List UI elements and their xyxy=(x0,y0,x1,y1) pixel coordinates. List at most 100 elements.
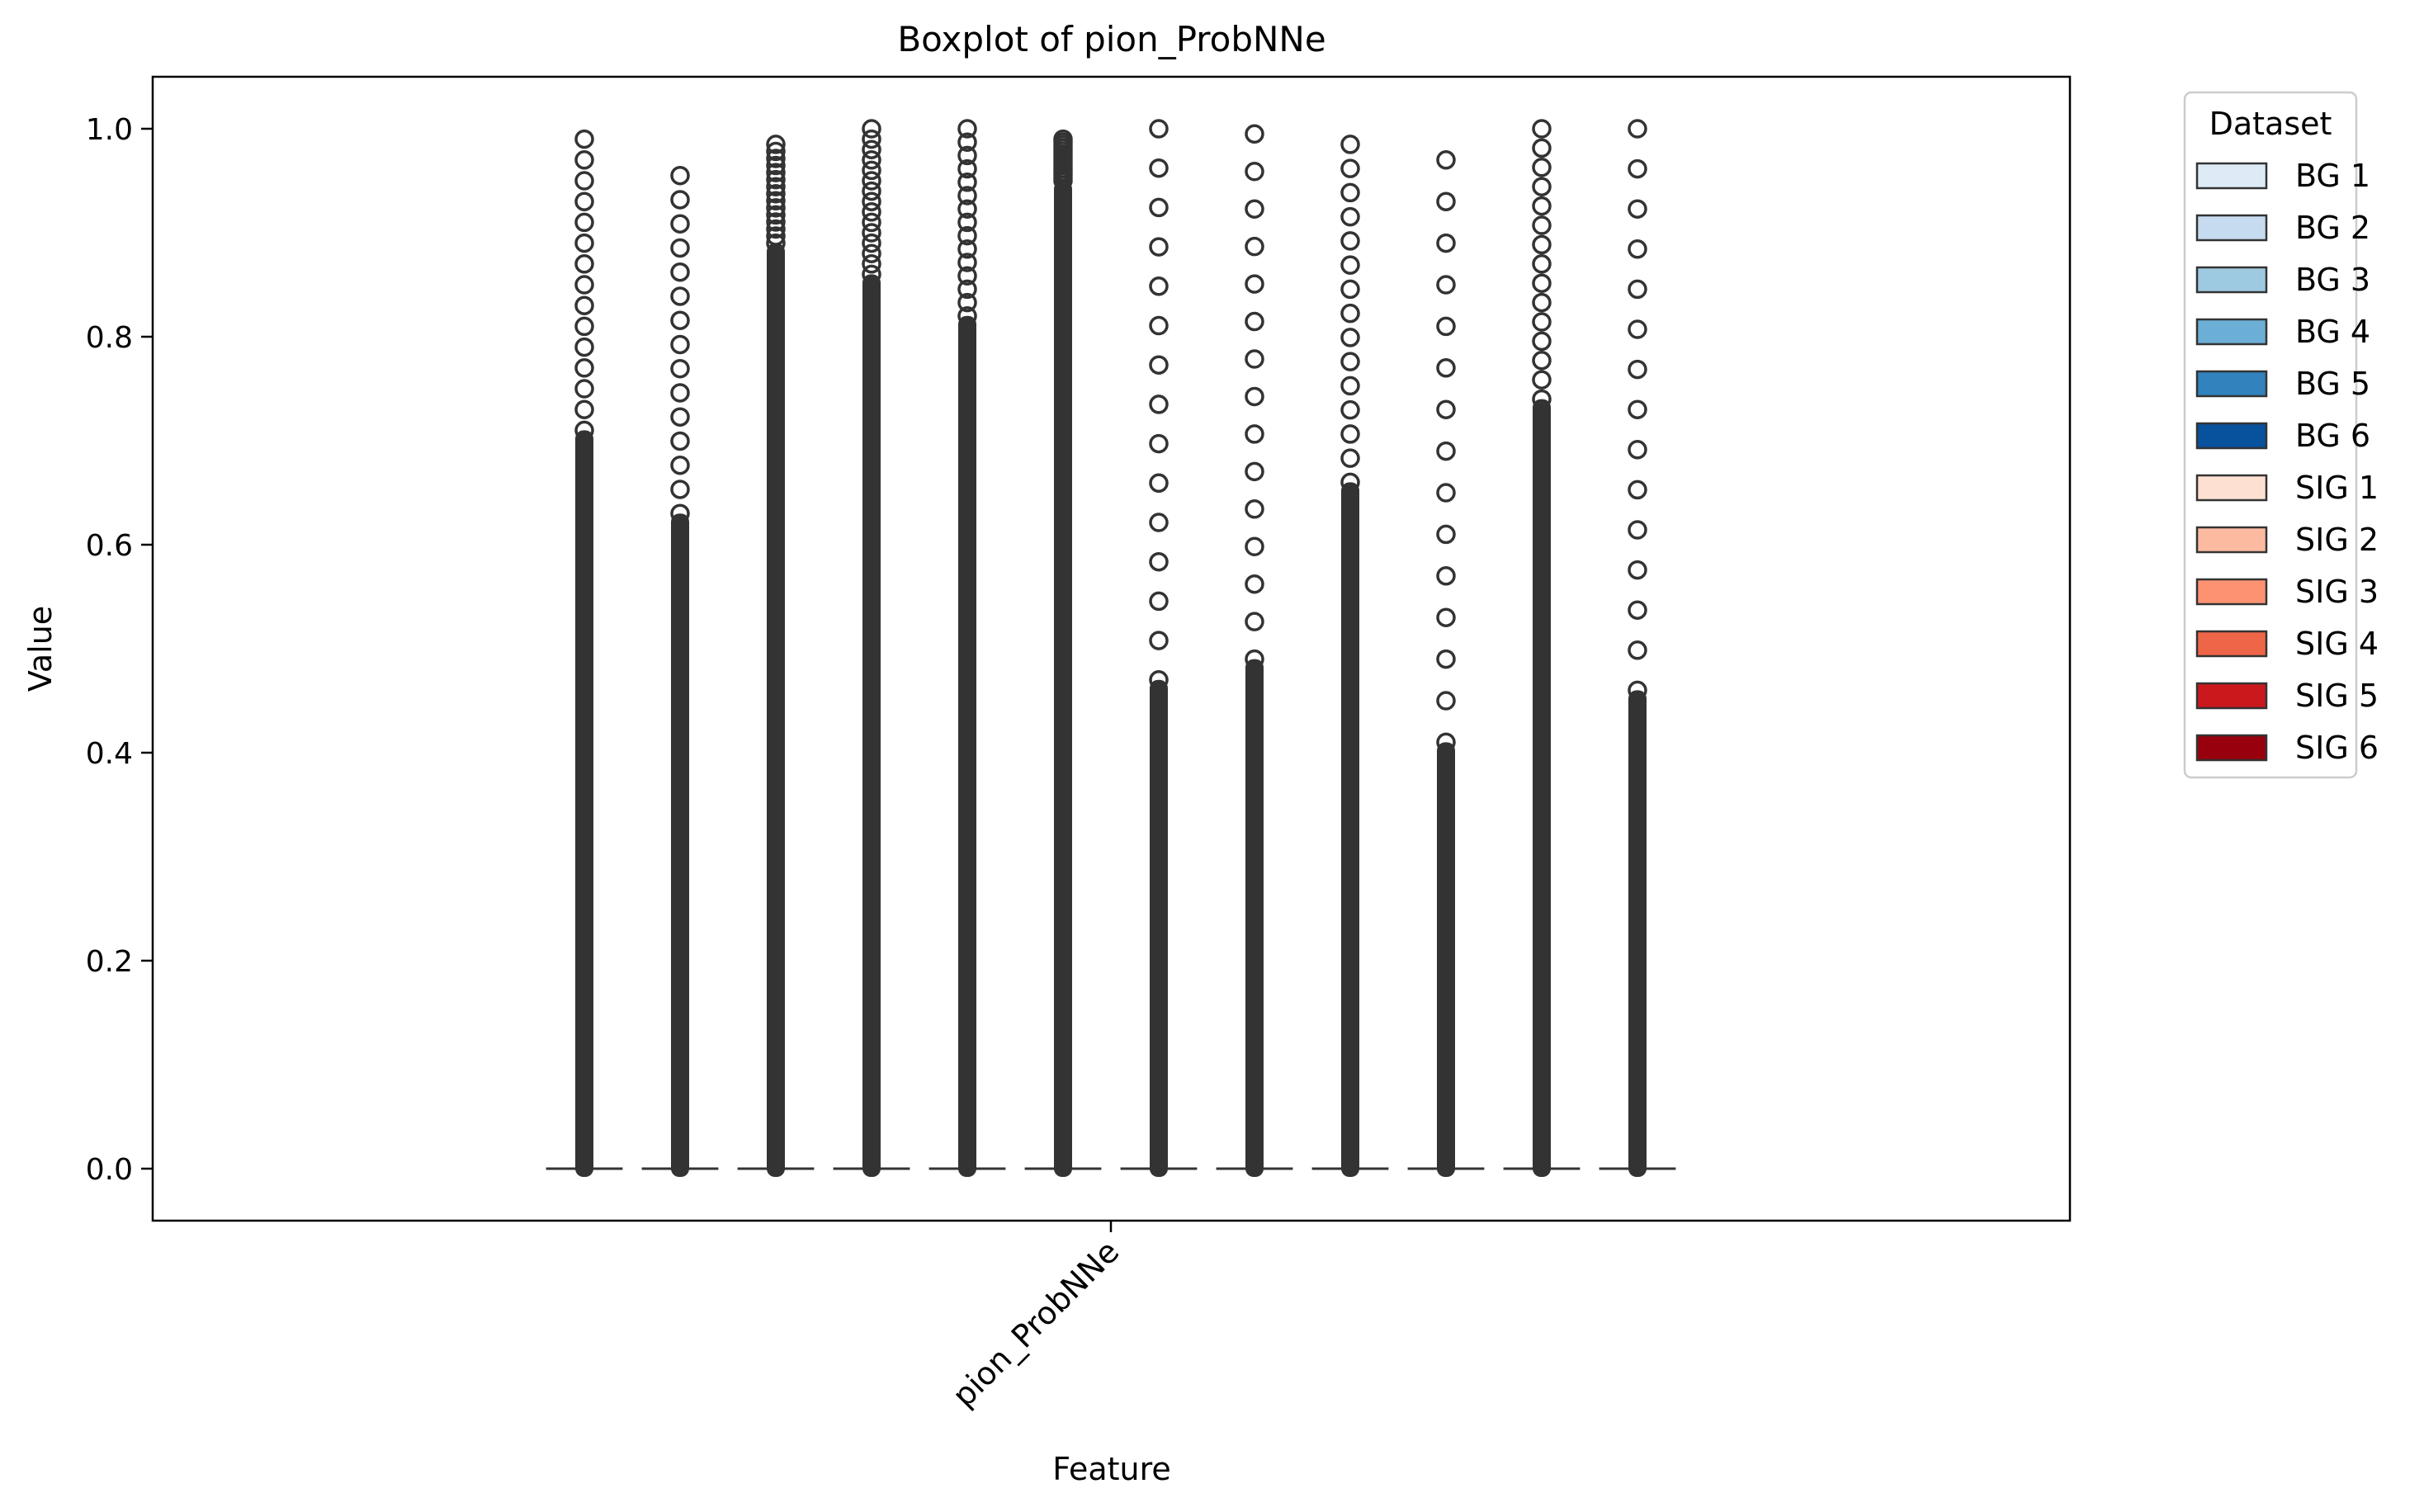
outlier-point xyxy=(1149,395,1169,414)
outlier-point xyxy=(957,186,977,206)
legend-swatch xyxy=(2195,682,2268,710)
outlier-point xyxy=(766,191,786,211)
outlier-point xyxy=(862,191,881,211)
legend-swatch xyxy=(2195,474,2268,502)
outlier-point xyxy=(1340,328,1360,347)
outlier-point xyxy=(862,181,881,201)
outlier-point xyxy=(670,262,690,282)
outlier-point xyxy=(670,480,690,499)
outlier-point xyxy=(1053,129,1073,149)
outlier-point xyxy=(1532,138,1552,158)
outlier-point xyxy=(1340,279,1360,300)
outlier-dense-column xyxy=(958,315,976,1177)
box-bg-3 xyxy=(737,135,815,1178)
outlier-point xyxy=(1628,640,1647,660)
outlier-point xyxy=(1532,312,1552,332)
outlier-point xyxy=(766,184,786,204)
outlier-point xyxy=(1340,472,1360,493)
outlier-point xyxy=(1628,119,1647,139)
outlier-point xyxy=(1532,389,1552,409)
outlier-point xyxy=(766,212,786,232)
outlier-point xyxy=(1149,119,1169,139)
outlier-point xyxy=(574,191,594,211)
outlier-point xyxy=(1340,424,1360,444)
outlier-point xyxy=(957,279,977,300)
legend-label: SIG 5 xyxy=(2295,678,2379,714)
outlier-dense-column xyxy=(1341,482,1359,1177)
outlier-point xyxy=(1532,215,1552,235)
outlier-point xyxy=(670,358,690,379)
outlier-point xyxy=(574,358,594,378)
outlier-point xyxy=(1628,600,1647,620)
legend-swatch xyxy=(2195,318,2268,346)
legend-item-sig-3: SIG 3 xyxy=(2195,574,2379,610)
outlier-point xyxy=(1436,691,1456,711)
outlier-point xyxy=(670,165,690,186)
outlier-point xyxy=(957,266,977,286)
legend-item-bg-1: BG 1 xyxy=(2195,158,2370,194)
outlier-point xyxy=(766,177,786,196)
outlier-point xyxy=(1340,206,1360,227)
outlier-point xyxy=(1340,352,1360,371)
outlier-dense-column xyxy=(671,513,689,1177)
outlier-point xyxy=(1149,670,1169,690)
box-bg-5 xyxy=(928,119,1006,1177)
legend-label: SIG 6 xyxy=(2295,730,2379,766)
outlier-point xyxy=(766,169,786,190)
outlier-point xyxy=(1149,551,1169,572)
outlier-point xyxy=(1532,254,1552,274)
outlier-point xyxy=(574,129,594,149)
outlier-point xyxy=(1628,440,1647,460)
outlier-point xyxy=(670,407,690,427)
outlier-point xyxy=(1628,680,1647,701)
outlier-point xyxy=(1340,255,1360,275)
outlier-point xyxy=(1340,182,1360,203)
outlier-point xyxy=(1436,275,1456,295)
outlier-point xyxy=(1245,536,1264,556)
outlier-point xyxy=(1628,520,1647,540)
outlier-point xyxy=(862,150,881,170)
outlier-point xyxy=(1628,239,1647,259)
outlier-point xyxy=(1532,119,1552,139)
legend-item-bg-3: BG 3 xyxy=(2195,262,2370,298)
outlier-point xyxy=(766,233,786,253)
outlier-point xyxy=(1149,197,1169,218)
legend-swatch xyxy=(2195,266,2268,294)
outlier-point xyxy=(1532,234,1552,255)
plot-area xyxy=(546,119,1676,1178)
outlier-point xyxy=(1245,311,1264,332)
outlier-point xyxy=(1436,566,1456,586)
outlier-point xyxy=(1532,177,1552,196)
y-axis-label: Value xyxy=(22,606,59,692)
legend-label: BG 5 xyxy=(2295,366,2370,402)
outlier-point xyxy=(1245,386,1264,407)
outlier-point xyxy=(1436,649,1456,669)
legend-item-sig-6: SIG 6 xyxy=(2195,730,2379,766)
outlier-point xyxy=(957,119,977,139)
legend-title: Dataset xyxy=(2209,106,2332,142)
outlier-point xyxy=(766,198,786,218)
outlier-point xyxy=(766,226,786,246)
outlier-point xyxy=(1436,483,1456,503)
outlier-point xyxy=(670,286,690,306)
outlier-dense-column xyxy=(1628,690,1647,1177)
outlier-point xyxy=(862,139,881,159)
outlier-point xyxy=(670,190,690,210)
outlier-dense-column xyxy=(1245,659,1264,1177)
outlier-dense-column xyxy=(862,274,881,1177)
outlier-point xyxy=(1436,150,1456,170)
outlier-point xyxy=(1149,315,1169,336)
legend-frame xyxy=(2183,91,2358,779)
outlier-point xyxy=(862,243,881,263)
outlier-point xyxy=(574,171,594,191)
outlier-point xyxy=(862,202,881,222)
outlier-point xyxy=(574,275,594,295)
outlier-point xyxy=(1532,158,1552,177)
outlier-point xyxy=(1340,158,1360,178)
box-sig-4 xyxy=(1407,150,1485,1177)
legend-label: SIG 1 xyxy=(2295,470,2379,506)
y-axis: 0.0 0.2 0.4 0.6 0.8 1.0 xyxy=(86,113,153,1187)
outlier-point xyxy=(574,212,594,233)
outlier-point xyxy=(574,233,594,253)
